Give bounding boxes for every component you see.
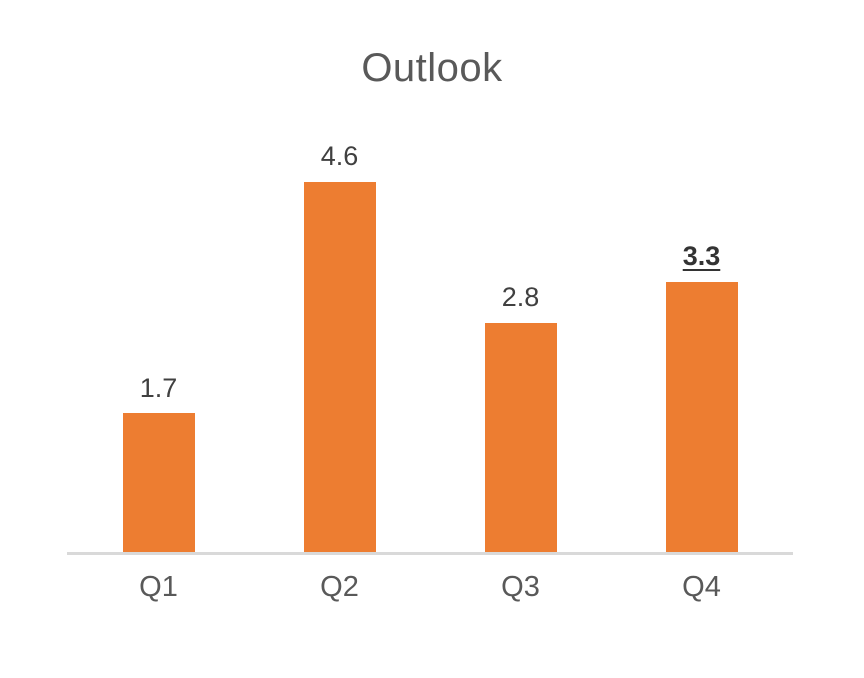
data-label-q1: 1.7 bbox=[139, 372, 178, 403]
bar-slot-q1: 1.7 bbox=[68, 142, 249, 553]
bar-slot-q3: 2.8 bbox=[430, 142, 611, 553]
bar-q2 bbox=[303, 181, 376, 553]
category-label-q3: Q3 bbox=[501, 571, 540, 603]
category-label-q4: Q4 bbox=[682, 571, 721, 603]
bar-q1 bbox=[122, 413, 195, 553]
data-label-q3: 2.8 bbox=[501, 282, 540, 313]
bar-q3 bbox=[484, 322, 557, 553]
x-axis-category-labels: Q1 Q2 Q3 Q4 bbox=[68, 570, 792, 605]
data-label-q4: 3.3 bbox=[682, 241, 721, 272]
category-label-q1: Q1 bbox=[139, 571, 178, 603]
chart-title: Outlook bbox=[361, 46, 503, 90]
bar-slot-q2: 4.6 bbox=[249, 141, 430, 553]
x-axis-line bbox=[67, 552, 793, 555]
data-label-q2: 4.6 bbox=[320, 141, 359, 171]
bar-q4 bbox=[665, 281, 738, 553]
plot-area: 1.7 4.6 2.8 3.3 bbox=[68, 141, 792, 553]
category-label-q2: Q2 bbox=[320, 571, 359, 603]
bar-slot-q4: 3.3 bbox=[611, 142, 792, 553]
